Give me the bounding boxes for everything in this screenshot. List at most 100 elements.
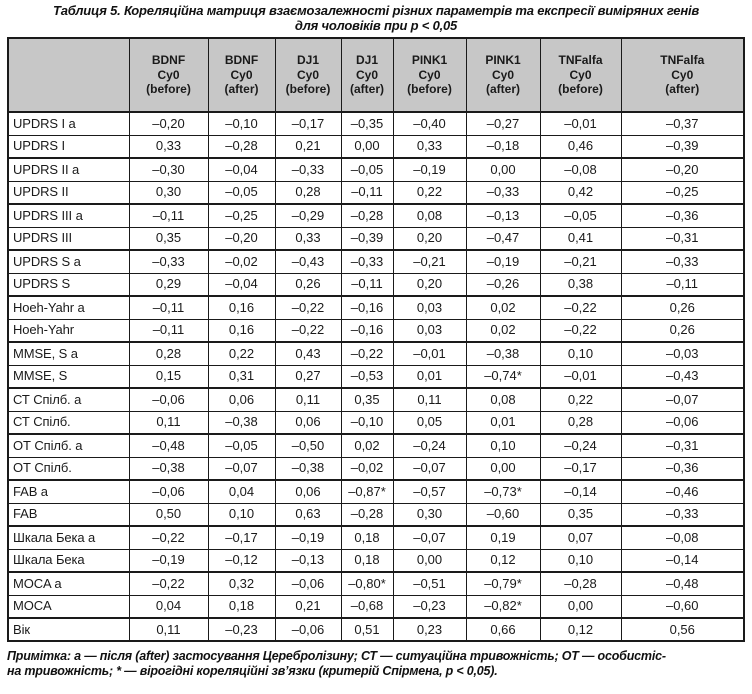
- correlation-value: 0,66: [465, 617, 541, 642]
- table-row: СТ Спілб. а –0,06 0,06 0,11 0,35 0,11 0,08 0,22…: [7, 387, 745, 412]
- corner-cell: [7, 37, 130, 113]
- correlation-value: –0,17: [274, 111, 342, 136]
- correlation-value: –0,11: [340, 272, 394, 297]
- correlation-value: –0,31: [620, 433, 745, 458]
- correlation-value: 0,04: [128, 594, 209, 619]
- table-footnote-line2: на тривожність; * — вірогідні кореляційн…: [7, 664, 498, 678]
- column-header-pink1-before: PINK1 Cy0 (before): [392, 37, 467, 113]
- correlation-value: –0,02: [207, 249, 276, 274]
- correlation-value: –0,04: [207, 272, 276, 297]
- correlation-value: –0,20: [620, 157, 745, 182]
- row-label: UPDRS I: [7, 134, 130, 159]
- correlation-value: –0,35: [340, 111, 394, 136]
- correlation-value: –0,13: [274, 548, 342, 573]
- correlation-value: –0,22: [539, 295, 622, 320]
- row-label: UPDRS I а: [7, 111, 130, 136]
- table-row: ОТ Спілб. –0,38 –0,07 –0,38 –0,02 –0,07 0,00 –0…: [7, 456, 745, 481]
- correlation-value: –0,01: [539, 111, 622, 136]
- correlation-value: –0,20: [207, 226, 276, 251]
- correlation-value: 0,29: [128, 272, 209, 297]
- correlation-value: –0,07: [620, 387, 745, 412]
- correlation-value: –0,04: [207, 157, 276, 182]
- table-row: FAB 0,50 0,10 0,63 –0,28 0,30 –0,60 0,35 –0,33: [7, 502, 745, 527]
- row-label: СТ Спілб.: [7, 410, 130, 435]
- correlation-value: 0,07: [539, 525, 622, 550]
- correlation-value: –0,01: [392, 341, 467, 366]
- correlation-value: –0,37: [620, 111, 745, 136]
- correlation-value: 0,32: [207, 571, 276, 596]
- correlation-value: –0,14: [539, 479, 622, 504]
- correlation-value: –0,06: [620, 410, 745, 435]
- row-label: UPDRS III а: [7, 203, 130, 228]
- correlation-value: –0,33: [128, 249, 209, 274]
- correlation-value: –0,13: [465, 203, 541, 228]
- correlation-value: –0,14: [620, 548, 745, 573]
- row-label: UPDRS III: [7, 226, 130, 251]
- correlation-value: –0,11: [128, 318, 209, 343]
- correlation-value: –0,22: [539, 318, 622, 343]
- correlation-value: –0,17: [539, 456, 622, 481]
- correlation-value: 0,00: [465, 157, 541, 182]
- correlation-value: 0,00: [392, 548, 467, 573]
- correlation-value: 0,21: [274, 594, 342, 619]
- correlation-value: 0,33: [128, 134, 209, 159]
- row-label: СТ Спілб. а: [7, 387, 130, 412]
- correlation-value: 0,30: [392, 502, 467, 527]
- correlation-value: 0,18: [207, 594, 276, 619]
- row-label: UPDRS II а: [7, 157, 130, 182]
- correlation-value: 0,20: [392, 272, 467, 297]
- correlation-value: 0,35: [539, 502, 622, 527]
- correlation-value: 0,51: [340, 617, 394, 642]
- column-header-pink1-after: PINK1 Cy0 (after): [465, 37, 541, 113]
- correlation-value: 0,33: [274, 226, 342, 251]
- table-row: UPDRS II 0,30 –0,05 0,28 –0,11 0,22 –0,33 0,42–…: [7, 180, 745, 205]
- table-row: MMSE, S а 0,28 0,22 0,43 –0,22 –0,01 –0,38 0,10…: [7, 341, 745, 366]
- table-row: UPDRS II а –0,30 –0,04 –0,33 –0,05 –0,19 0,00–…: [7, 157, 745, 182]
- correlation-value: –0,28: [539, 571, 622, 596]
- correlation-value: 0,42: [539, 180, 622, 205]
- correlation-value: –0,53: [340, 364, 394, 389]
- correlation-value: –0,23: [207, 617, 276, 642]
- correlation-value: 0,11: [392, 387, 467, 412]
- correlation-value: 0,02: [465, 318, 541, 343]
- correlation-value: –0,22: [274, 295, 342, 320]
- correlation-value: –0,38: [274, 456, 342, 481]
- correlation-value: 0,43: [274, 341, 342, 366]
- correlation-value: –0,29: [274, 203, 342, 228]
- correlation-value: 0,38: [539, 272, 622, 297]
- correlation-value: –0,48: [128, 433, 209, 458]
- correlation-value: 0,15: [128, 364, 209, 389]
- correlation-value: –0,19: [392, 157, 467, 182]
- correlation-value: –0,10: [340, 410, 394, 435]
- correlation-value: 0,04: [207, 479, 276, 504]
- correlation-value: 0,30: [128, 180, 209, 205]
- correlation-value: 0,03: [392, 295, 467, 320]
- correlation-value: –0,25: [620, 180, 745, 205]
- correlation-value: –0,12: [207, 548, 276, 573]
- table-row: UPDRS III 0,35 –0,20 0,33 –0,39 0,20 –0,47 0,41…: [7, 226, 745, 251]
- correlation-value: 0,26: [274, 272, 342, 297]
- correlation-value: 0,63: [274, 502, 342, 527]
- correlation-value: –0,33: [620, 249, 745, 274]
- correlation-value: –0,33: [465, 180, 541, 205]
- correlation-value: –0,28: [340, 203, 394, 228]
- correlation-value: –0,19: [274, 525, 342, 550]
- table-row: Шкала Бека а –0,22 –0,17 –0,19 0,18 –0,07 0,19…: [7, 525, 745, 550]
- row-label: FAB а: [7, 479, 130, 504]
- correlation-value: –0,82*: [465, 594, 541, 619]
- correlation-value: –0,36: [620, 456, 745, 481]
- correlation-value: –0,60: [465, 502, 541, 527]
- correlation-value: 0,16: [207, 295, 276, 320]
- correlation-value: –0,48: [620, 571, 745, 596]
- correlation-value: –0,43: [620, 364, 745, 389]
- correlation-value: –0,68: [340, 594, 394, 619]
- row-label: UPDRS S: [7, 272, 130, 297]
- column-header-dj1-before: DJ1 Cy0 (before): [274, 37, 342, 113]
- row-label: UPDRS S а: [7, 249, 130, 274]
- row-label: MOCA: [7, 594, 130, 619]
- correlation-value: –0,25: [207, 203, 276, 228]
- correlation-value: 0,10: [207, 502, 276, 527]
- correlation-table: BDNF Cy0 (before) BDNF Cy0 (after) DJ1 Cy0…: [7, 37, 745, 642]
- correlation-value: –0,22: [128, 525, 209, 550]
- correlation-value: 0,26: [620, 295, 745, 320]
